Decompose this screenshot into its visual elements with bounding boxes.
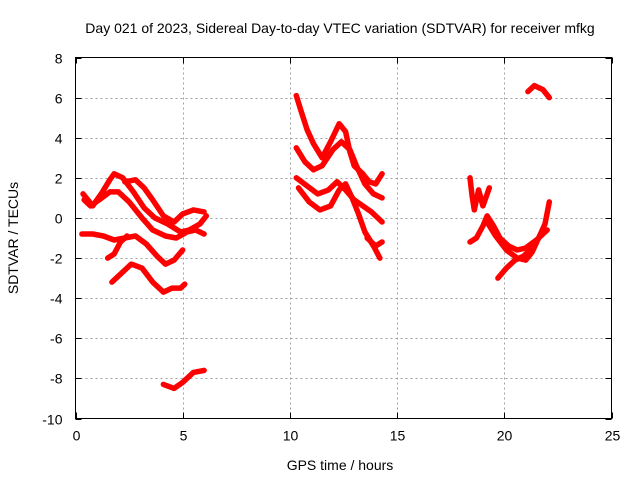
y-tick-label: 0 <box>55 211 63 227</box>
y-tick-label: 4 <box>55 131 63 147</box>
data-arc-arc-3 <box>122 177 207 225</box>
x-tick-label: 5 <box>180 428 188 444</box>
x-tick-label: 15 <box>390 428 406 444</box>
x-tick-label: 25 <box>605 428 621 444</box>
y-axis-title: SDTVAR / TECUs <box>5 182 21 294</box>
y-tick-label: -8 <box>50 371 63 387</box>
y-tick-label: 6 <box>55 91 63 107</box>
data-arc-arc-12 <box>364 235 385 249</box>
plot-frame <box>75 57 612 419</box>
data-arc-arc-16 <box>495 247 533 281</box>
x-tick-label: 10 <box>283 428 299 444</box>
data-arc-arc-4 <box>79 231 186 267</box>
data-arc-arc-5 <box>104 233 130 261</box>
x-tick-label: 0 <box>73 428 81 444</box>
y-tick-label: -2 <box>50 251 63 267</box>
data-arc-arc-7 <box>160 367 207 392</box>
chart-title: Day 021 of 2023, Sidereal Day-to-day VTE… <box>85 20 594 36</box>
y-tick-label: 2 <box>55 171 63 187</box>
data-arc-arc-8 <box>293 92 385 187</box>
axis-ticks <box>75 57 613 420</box>
data-arc-arc-13 <box>467 175 493 213</box>
data-arc-arc-17 <box>525 82 553 101</box>
grid-lines <box>75 57 612 419</box>
tick-labels: 0 5 10 15 20 25 -10 -8 -6 -4 -2 0 2 4 6 8 <box>42 51 620 444</box>
y-tick-label: 8 <box>55 51 63 67</box>
data-arc-arc-15 <box>484 199 553 263</box>
data-arc-arc-9 <box>293 138 385 201</box>
y-tick-label: -10 <box>42 412 62 428</box>
y-tick-label: -6 <box>50 331 63 347</box>
data-arc-arc-2 <box>81 189 207 241</box>
x-tick-label: 20 <box>497 428 513 444</box>
data-arc-arc-6 <box>109 261 188 295</box>
data-series <box>79 82 553 392</box>
data-arc-arc-11 <box>295 181 383 261</box>
x-axis-title: GPS time / hours <box>287 457 394 473</box>
y-tick-label: -4 <box>50 291 63 307</box>
